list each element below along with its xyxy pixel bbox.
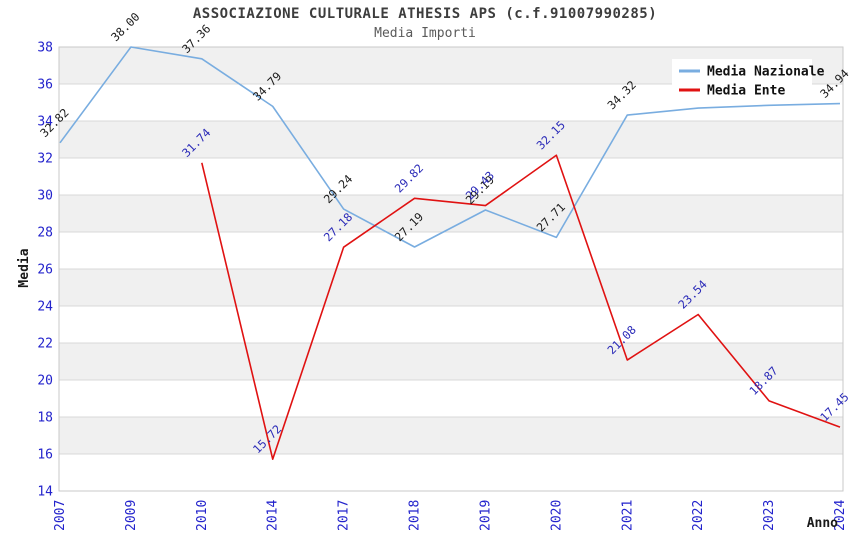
y-tick-label: 38 bbox=[37, 41, 53, 56]
chart-title: ASSOCIAZIONE CULTURALE ATHESIS APS (c.f.… bbox=[192, 6, 658, 22]
y-tick-label: 32 bbox=[37, 152, 53, 167]
chart-subtitle: Media Importi bbox=[374, 26, 476, 41]
x-tick-label: 2023 bbox=[762, 500, 777, 531]
point-label: 29.82 bbox=[392, 161, 426, 195]
legend-label: Media Ente bbox=[707, 84, 785, 99]
y-axis-title: Media bbox=[17, 248, 32, 287]
plot-border bbox=[58, 46, 844, 492]
x-tick-label: 2018 bbox=[408, 500, 423, 531]
x-tick-label: 2020 bbox=[549, 500, 564, 531]
x-axis-title: Anno bbox=[807, 516, 838, 531]
y-tick-label: 26 bbox=[37, 263, 53, 278]
x-tick-label: 2009 bbox=[124, 500, 139, 531]
x-tick-label: 2017 bbox=[337, 500, 352, 531]
plot-band bbox=[59, 343, 843, 380]
plot-band bbox=[59, 121, 843, 158]
plot-band bbox=[59, 195, 843, 232]
x-tick-label: 2019 bbox=[478, 500, 493, 531]
legend-box bbox=[672, 59, 812, 103]
y-tick-label: 34 bbox=[37, 115, 53, 130]
y-tick-label: 14 bbox=[37, 485, 53, 500]
y-tick-label: 20 bbox=[37, 374, 53, 389]
x-tick-label: 2021 bbox=[620, 500, 635, 531]
series-line-media-nazionale bbox=[59, 46, 841, 248]
y-tick-label: 16 bbox=[37, 448, 53, 463]
point-label: 38.00 bbox=[108, 10, 142, 44]
y-tick-label: 24 bbox=[37, 300, 53, 315]
y-tick-label: 18 bbox=[37, 411, 53, 426]
x-tick-label: 2024 bbox=[833, 500, 848, 531]
x-tick-label: 2022 bbox=[691, 500, 706, 531]
x-tick-label: 2014 bbox=[266, 500, 281, 531]
y-tick-label: 36 bbox=[37, 78, 53, 93]
y-tick-label: 22 bbox=[37, 337, 53, 352]
series-line-media-ente bbox=[201, 154, 841, 460]
legend-label: Media Nazionale bbox=[707, 65, 825, 80]
x-tick-label: 2007 bbox=[53, 500, 68, 531]
plot-band bbox=[59, 417, 843, 454]
plot-band bbox=[59, 269, 843, 306]
y-tick-label: 30 bbox=[37, 189, 53, 204]
y-tick-label: 28 bbox=[37, 226, 53, 241]
x-tick-label: 2010 bbox=[195, 500, 210, 531]
